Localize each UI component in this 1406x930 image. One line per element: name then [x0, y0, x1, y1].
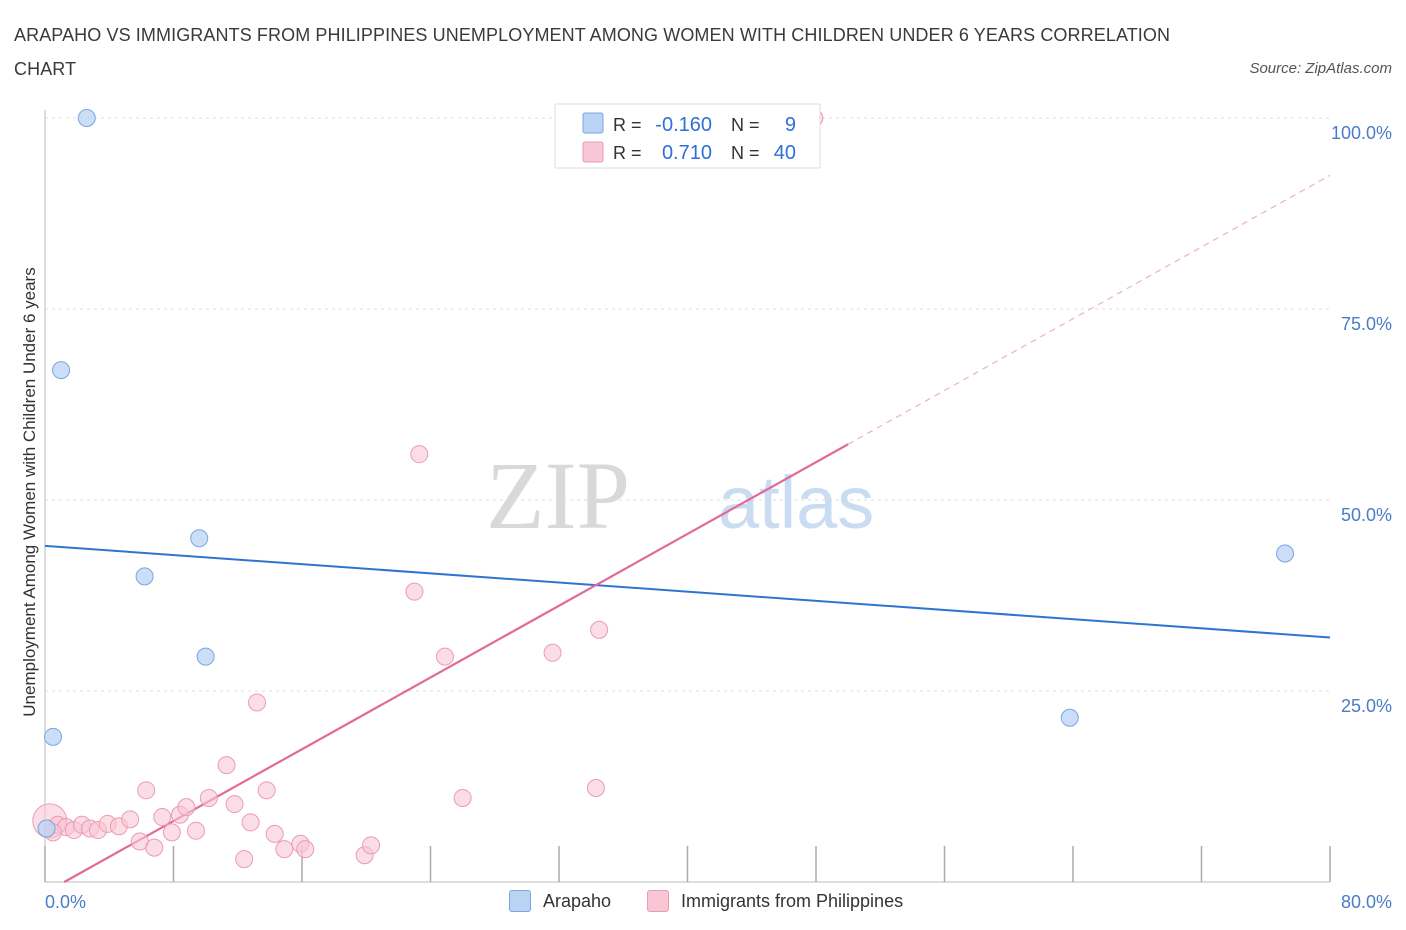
legend-r-value-1: -0.160 — [655, 114, 712, 136]
legend-r-value-2: 0.710 — [662, 142, 712, 164]
bottom-legend-swatch-philippines — [647, 890, 669, 912]
x-tick-label: 80.0% — [1341, 892, 1392, 912]
tick-labels: 100.0% 75.0% 50.0% 25.0% 0.0% 80.0% — [45, 123, 1392, 912]
y-tick-label: 100.0% — [1331, 123, 1392, 143]
legend-r-label-2: R = — [613, 143, 642, 163]
bottom-legend-label-philippines: Immigrants from Philippines — [681, 890, 904, 911]
point-philippines — [241, 813, 260, 832]
gridlines — [45, 117, 1330, 692]
point-philippines — [225, 795, 244, 814]
point-arapaho — [196, 647, 215, 666]
legend-n-value-1: 9 — [785, 114, 796, 136]
source-label: Source: ZipAtlas.com — [1249, 60, 1392, 77]
point-philippines — [248, 693, 267, 712]
point-philippines — [153, 808, 172, 827]
bottom-legend-label-arapaho: Arapaho — [543, 890, 612, 911]
point-philippines — [137, 781, 156, 800]
bottom-legend-swatch-arapaho — [509, 890, 531, 912]
legend-swatch-philippines — [582, 141, 604, 163]
point-philippines — [410, 445, 429, 464]
y-tick-label: 25.0% — [1341, 696, 1392, 716]
trend-line-arapaho — [44, 544, 1331, 639]
point-philippines — [435, 647, 454, 666]
data-points — [32, 109, 1295, 869]
point-philippines — [586, 779, 605, 798]
point-arapaho — [52, 361, 71, 380]
point-philippines — [145, 838, 164, 857]
point-philippines — [121, 810, 140, 829]
legend-r-label-1: R = — [613, 115, 642, 135]
y-tick-label: 50.0% — [1341, 505, 1392, 525]
point-philippines — [186, 821, 205, 840]
point-arapaho — [135, 567, 154, 586]
bottom-legend-philippines: Immigrants from Philippines — [647, 890, 903, 912]
chart-title: ARAPAHO VS IMMIGRANTS FROM PHILIPPINES U… — [14, 25, 1171, 79]
axes — [44, 110, 1331, 883]
point-philippines — [543, 643, 562, 662]
point-philippines — [590, 620, 609, 639]
trend-line-philippines-extension — [847, 174, 1331, 445]
point-philippines — [177, 798, 196, 817]
point-philippines — [275, 840, 294, 859]
point-philippines — [453, 788, 472, 807]
bottom-legend-arapaho: Arapaho — [509, 890, 611, 912]
trend-lines — [44, 174, 1331, 883]
legend-n-label-2: N = — [731, 143, 760, 163]
point-philippines — [217, 756, 236, 775]
legend-n-label-1: N = — [731, 115, 760, 135]
legend-n-value-2: 40 — [774, 142, 796, 164]
point-philippines — [405, 582, 424, 601]
point-arapaho — [1276, 544, 1295, 563]
point-philippines — [362, 836, 381, 855]
point-arapaho — [77, 109, 96, 127]
point-philippines — [257, 781, 276, 800]
point-philippines — [296, 840, 315, 859]
watermark-zip: ZIP — [486, 442, 630, 549]
watermark: ZIP atlas — [486, 442, 874, 549]
point-philippines — [162, 823, 181, 842]
legend-swatch-arapaho — [582, 112, 604, 134]
x-tick-label: 0.0% — [45, 892, 86, 912]
point-arapaho — [190, 529, 209, 548]
point-philippines — [199, 788, 218, 807]
point-arapaho — [44, 727, 63, 746]
point-philippines — [265, 824, 284, 843]
point-arapaho — [1060, 708, 1079, 727]
point-arapaho — [37, 819, 56, 838]
legend-box: R = -0.160 N = 9 R = 0.710 N = 40 — [554, 103, 821, 169]
y-tick-label: 75.0% — [1341, 314, 1392, 334]
point-philippines — [235, 850, 254, 869]
